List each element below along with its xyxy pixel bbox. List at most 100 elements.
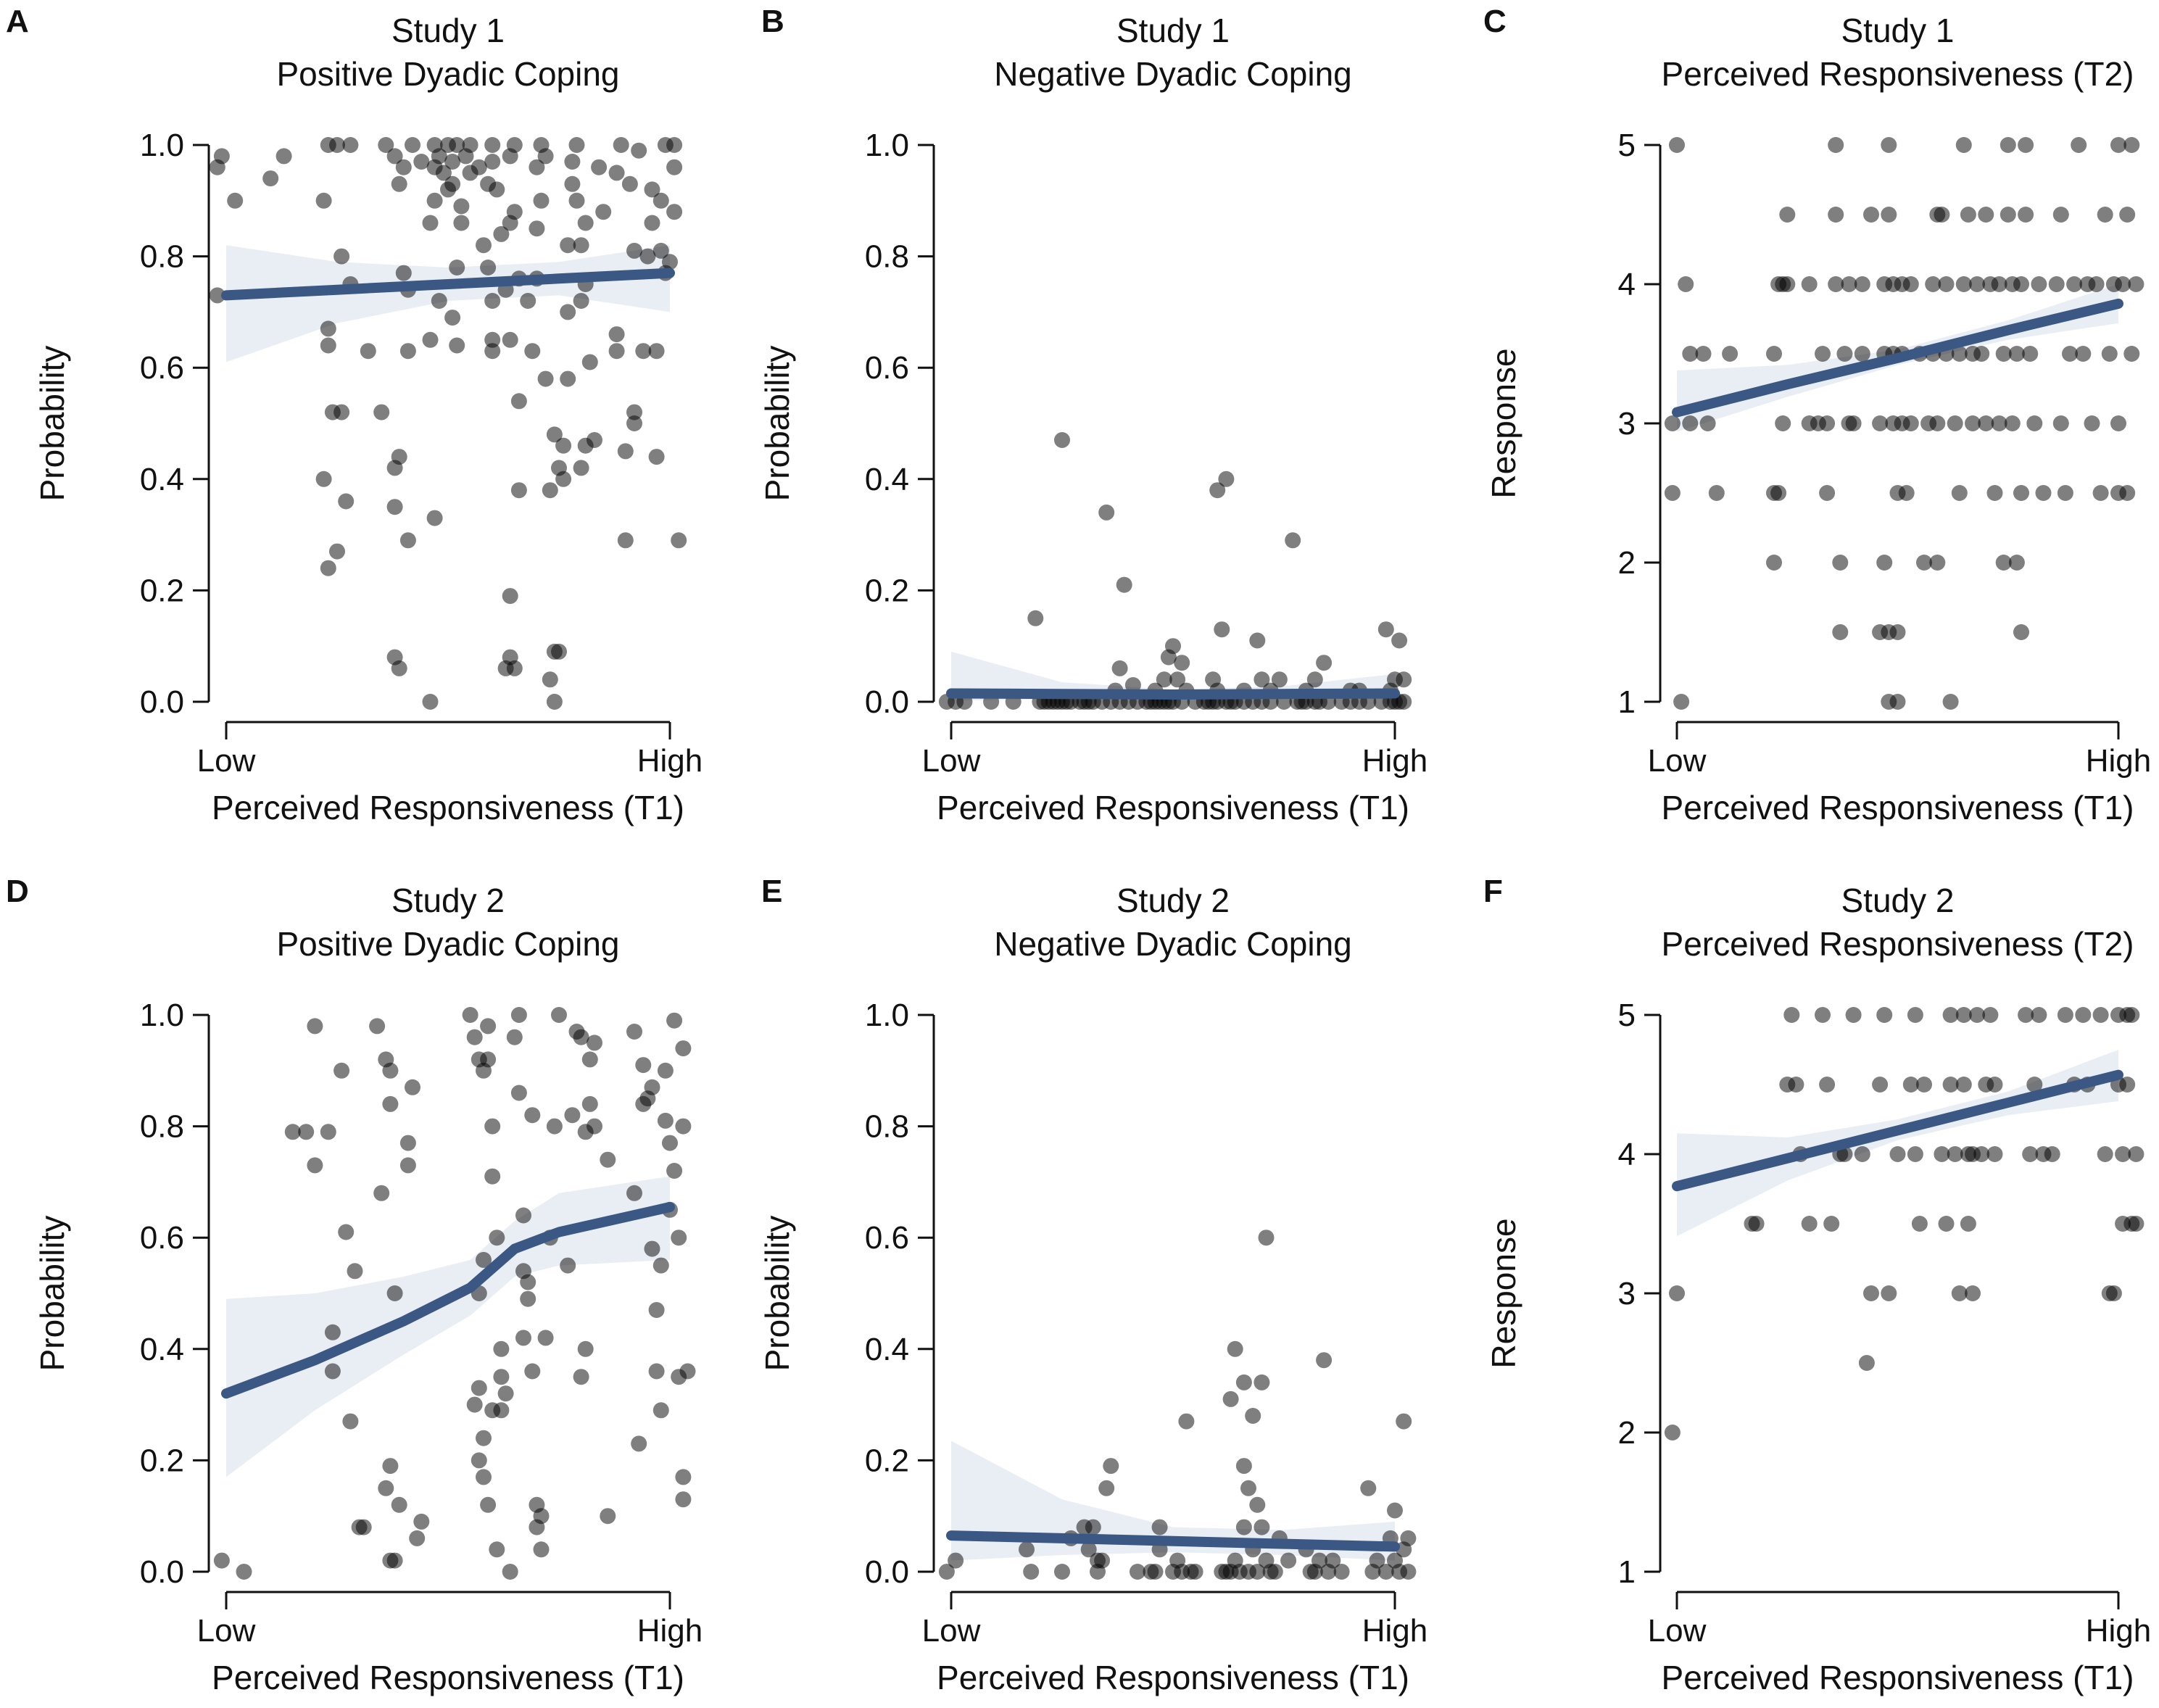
data-point-c-108 (2062, 346, 2078, 362)
data-point-c-57 (1902, 276, 1919, 292)
data-point-f-42 (1982, 1007, 1999, 1023)
data-point-a-14 (338, 493, 355, 510)
y-axis-title-f: Response (1485, 1218, 1522, 1368)
data-point-d-3 (298, 1124, 315, 1140)
data-point-c-115 (2092, 485, 2109, 501)
data-point-a-133 (644, 215, 660, 231)
data-point-c-124 (2123, 137, 2140, 153)
data-point-a-79 (506, 660, 523, 676)
data-point-a-36 (426, 192, 443, 209)
fit-line-f (1672, 1069, 2123, 1192)
data-point-f-18 (1872, 1077, 1889, 1093)
data-point-a-3 (227, 192, 244, 209)
data-point-e-7 (1080, 1541, 1097, 1558)
data-point-a-98 (546, 426, 563, 443)
data-point-c-73 (1951, 485, 1968, 501)
fit-line-e (946, 1530, 1400, 1552)
data-point-c-125 (2123, 346, 2140, 362)
data-point-c-92 (2004, 415, 2021, 431)
data-point-a-127 (617, 532, 634, 549)
data-point-b-73 (1214, 621, 1230, 638)
data-point-c-35 (1854, 346, 1870, 362)
data-point-d-46 (471, 1452, 487, 1469)
data-point-f-0 (1664, 1425, 1681, 1440)
data-point-c-33 (1841, 276, 1857, 292)
data-point-a-50 (431, 148, 447, 165)
data-point-f-40 (1973, 1146, 1990, 1162)
data-point-f-36 (1960, 1216, 1976, 1232)
data-point-c-5 (1682, 346, 1699, 362)
data-point-a-89 (533, 192, 550, 209)
data-point-c-79 (1969, 276, 1986, 292)
data-point-f-19 (1876, 1007, 1893, 1023)
chart-title-line-2-c: Perceived Responsiveness (T2) (1662, 55, 2134, 93)
data-point-c-7 (1695, 346, 1712, 362)
y-axis-title-b: Probability (758, 346, 796, 502)
data-point-b-62 (1111, 660, 1128, 676)
data-point-d-106 (675, 1491, 692, 1508)
data-point-a-48 (413, 154, 430, 170)
data-point-c-119 (2110, 137, 2126, 153)
data-point-a-126 (613, 137, 629, 153)
data-point-d-109 (675, 1118, 692, 1135)
data-point-a-85 (524, 343, 541, 360)
data-point-f-14 (1845, 1007, 1862, 1023)
data-point-d-30 (355, 1519, 372, 1535)
data-point-c-99 (2018, 137, 2034, 153)
data-point-c-87 (1995, 346, 2012, 362)
data-point-d-20 (378, 1480, 394, 1496)
y-axis-title-c: Response (1485, 348, 1522, 498)
panel-letter-f: F (1483, 874, 1503, 909)
data-point-a-69 (489, 181, 505, 198)
data-point-f-45 (2018, 1007, 2034, 1023)
data-point-a-40 (449, 337, 465, 354)
data-point-a-109 (573, 237, 589, 254)
data-point-f-61 (2115, 1146, 2131, 1162)
data-point-c-28 (1828, 137, 1844, 153)
data-point-c-120 (2110, 415, 2126, 431)
data-point-a-112 (577, 215, 594, 231)
data-point-a-104 (560, 237, 576, 254)
data-point-d-97 (652, 1257, 669, 1274)
panel-b: B Study 1 Negative Dyadic Coping 0.0 0.2 0.4 0… (758, 4, 1427, 826)
data-point-d-48 (480, 1496, 497, 1513)
confidence-band-d (226, 1176, 670, 1477)
data-point-a-135 (648, 449, 665, 465)
data-point-c-78 (1965, 415, 1981, 431)
data-point-e-16 (1147, 1564, 1164, 1580)
data-point-f-34 (1955, 1077, 1972, 1093)
data-point-a-51 (435, 165, 452, 181)
data-point-c-30 (1832, 624, 1849, 640)
y-tick-label-b-1: 0.2 (865, 573, 909, 608)
y-tick-label-c-2: 3 (1618, 406, 1636, 441)
data-point-f-11 (1823, 1216, 1840, 1232)
data-point-e-40 (1249, 1564, 1266, 1580)
y-axis-title-d: Probability (33, 1216, 71, 1372)
data-point-a-105 (564, 175, 581, 192)
data-point-b-75 (1209, 482, 1226, 499)
data-point-d-1 (236, 1564, 252, 1580)
data-point-a-33 (422, 331, 439, 348)
y-tick-label-c-3: 4 (1618, 267, 1636, 302)
data-point-c-24 (1819, 415, 1836, 431)
data-point-c-46 (1881, 137, 1897, 153)
data-point-a-70 (493, 225, 510, 242)
y-tick-label-a-2: 0.4 (140, 462, 184, 497)
data-point-c-90 (2000, 207, 2016, 223)
fit-line-a (221, 268, 675, 301)
y-tick-label-d-2: 0.4 (140, 1332, 184, 1367)
data-point-b-81 (1271, 671, 1288, 688)
fit-line-b (946, 688, 1400, 700)
data-point-c-116 (2097, 207, 2113, 223)
data-point-c-63 (1925, 276, 1942, 292)
y-tick-label-d-5: 1.0 (140, 998, 184, 1033)
data-point-c-76 (1960, 207, 1976, 223)
data-point-a-0 (209, 287, 225, 304)
data-point-d-110 (679, 1363, 696, 1380)
data-point-e-55 (1325, 1552, 1341, 1569)
data-point-b-63 (1116, 576, 1132, 593)
y-tick-label-d-0: 0.0 (140, 1554, 184, 1590)
data-point-c-121 (2115, 276, 2131, 292)
data-point-b-84 (1306, 671, 1323, 688)
